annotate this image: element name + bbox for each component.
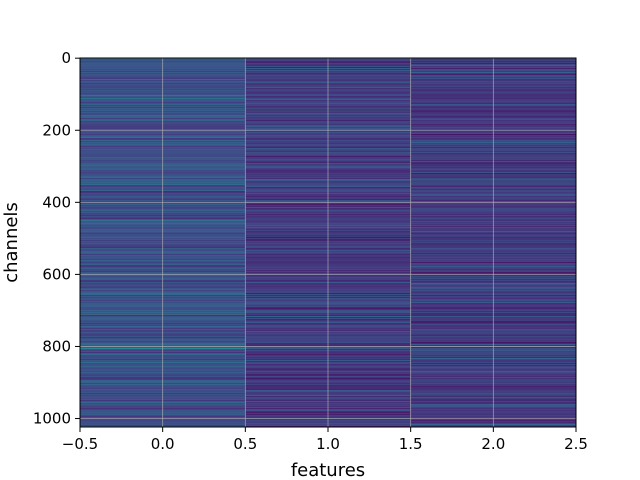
x-tick-label: 0.0 — [151, 435, 175, 453]
x-tick-label: 2.0 — [481, 435, 505, 453]
y-tick-label: 800 — [42, 337, 71, 355]
y-axis-ticks: 0 200 400 600 800 1000 — [33, 49, 80, 428]
x-tick-label: 2.5 — [564, 435, 588, 453]
y-tick-label: 0 — [61, 49, 71, 67]
x-tick-label: 0.5 — [233, 435, 257, 453]
y-tick-label: 1000 — [33, 410, 71, 428]
x-axis-ticks: −0.5 0.0 0.5 1.0 1.5 2.0 2.5 — [62, 427, 588, 453]
y-tick-label: 200 — [42, 121, 71, 139]
x-tick-label: 1.0 — [316, 435, 340, 453]
x-tick-label: −0.5 — [62, 435, 98, 453]
x-tick-label: 1.5 — [399, 435, 423, 453]
y-axis-label: channels — [1, 202, 22, 283]
plot-area — [79, 57, 577, 428]
y-tick-label: 600 — [42, 265, 71, 283]
x-axis-label: features — [291, 460, 365, 480]
y-tick-label: 400 — [42, 193, 71, 211]
